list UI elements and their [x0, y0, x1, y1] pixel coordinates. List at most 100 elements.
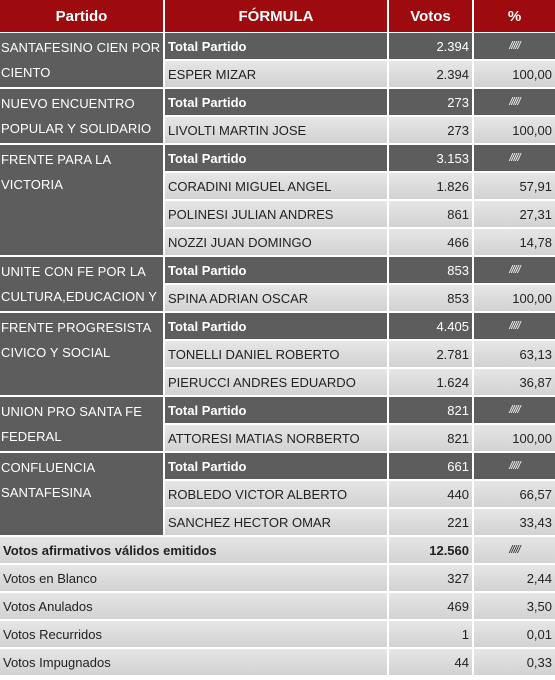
- candidate-votos-text: 466: [447, 234, 469, 250]
- candidate-name-text: POLINESI JULIAN ANDRES: [168, 206, 334, 222]
- summary-votos-text: 1: [461, 626, 469, 642]
- candidate-votos-text: 1.624: [436, 374, 469, 390]
- party-name: SANTAFESINO CIEN POR CIENTO: [0, 33, 163, 87]
- candidate-votos: 440: [389, 481, 472, 507]
- candidate-pct-text: 66,57: [519, 486, 552, 502]
- candidate-votos-text: 861: [447, 206, 469, 222]
- party-name: UNION PRO SANTA FE FEDERAL: [0, 397, 163, 451]
- candidate-votos-text: 273: [447, 122, 469, 138]
- candidate-pct: 27,31: [474, 201, 555, 227]
- candidate-votos: 1.624: [389, 369, 472, 395]
- total-partido-pct-text: /////: [509, 152, 520, 164]
- candidate-name-text: NOZZI JUAN DOMINGO: [168, 234, 312, 250]
- total-partido-pct-text: /////: [509, 40, 520, 52]
- summary-pct: 0,01: [474, 621, 555, 647]
- total-partido-pct: /////: [474, 397, 555, 423]
- summary-votos-text: 44: [454, 654, 469, 670]
- summary-votos: 327: [389, 565, 472, 591]
- summary-pct-text: 3,50: [526, 598, 552, 614]
- candidate-votos: 2.781: [389, 341, 472, 367]
- candidate-name-text: SANCHEZ HECTOR OMAR: [168, 514, 331, 530]
- candidate-votos: 273: [389, 117, 472, 143]
- summary-pct: 0,33: [474, 649, 555, 675]
- total-partido-label-text: Total Partido: [168, 458, 247, 474]
- candidate-votos-text: 821: [447, 430, 469, 446]
- total-partido-pct: /////: [474, 33, 555, 59]
- summary-label: Votos Impugnados: [0, 649, 387, 675]
- candidate-name: PIERUCCI ANDRES EDUARDO: [165, 369, 387, 395]
- candidate-name-text: LIVOLTI MARTIN JOSE: [168, 122, 307, 138]
- total-partido-label-text: Total Partido: [168, 150, 247, 166]
- summary-pct-text: 0,33: [526, 654, 552, 670]
- summary-pct-text: 2,44: [526, 570, 552, 586]
- candidate-name: POLINESI JULIAN ANDRES: [165, 201, 387, 227]
- total-partido-votos: 273: [389, 89, 472, 115]
- candidate-votos-text: 2.394: [436, 66, 469, 82]
- summary-pct-text: 0,01: [526, 626, 552, 642]
- total-partido-pct: /////: [474, 453, 555, 479]
- candidate-pct-text: 33,43: [519, 514, 552, 530]
- summary-label-text: Votos en Blanco: [3, 570, 97, 586]
- total-partido-label: Total Partido: [165, 89, 387, 115]
- candidate-name: SANCHEZ HECTOR OMAR: [165, 509, 387, 535]
- summary-pct-text: /////: [509, 544, 520, 556]
- total-partido-votos-text: 3.153: [436, 150, 469, 166]
- candidate-name-text: PIERUCCI ANDRES EDUARDO: [168, 374, 356, 390]
- candidate-pct-text: 57,91: [519, 178, 552, 194]
- candidate-pct-text: 100,00: [512, 430, 552, 446]
- candidate-name-text: TONELLI DANIEL ROBERTO: [168, 346, 340, 362]
- total-partido-pct-text: /////: [509, 264, 520, 276]
- total-partido-votos-text: 821: [447, 402, 469, 418]
- total-partido-votos: 821: [389, 397, 472, 423]
- party-name: CONFLUENCIA SANTAFESINA: [0, 453, 163, 535]
- party-name: NUEVO ENCUENTRO POPULAR Y SOLIDARIO: [0, 89, 163, 143]
- header-formula: FÓRMULA: [165, 0, 387, 32]
- summary-label: Votos afirmativos válidos emitidos: [0, 537, 387, 563]
- total-partido-label-text: Total Partido: [168, 318, 247, 334]
- candidate-name: ESPER MIZAR: [165, 61, 387, 87]
- candidate-name: ATTORESI MATIAS NORBERTO: [165, 425, 387, 451]
- summary-label: Votos en Blanco: [0, 565, 387, 591]
- header-pct: %: [474, 0, 555, 32]
- candidate-votos-text: 440: [447, 486, 469, 502]
- candidate-pct-text: 100,00: [512, 66, 552, 82]
- summary-votos: 44: [389, 649, 472, 675]
- summary-votos-text: 12.560: [429, 542, 469, 558]
- summary-label-text: Votos Recurridos: [3, 626, 102, 642]
- candidate-name-text: CORADINI MIGUEL ANGEL: [168, 178, 332, 194]
- total-partido-pct: /////: [474, 257, 555, 283]
- candidate-votos: 853: [389, 285, 472, 311]
- candidate-pct-text: 100,00: [512, 290, 552, 306]
- candidate-pct: 63,13: [474, 341, 555, 367]
- party-name: FRENTE PROGRESISTA CIVICO Y SOCIAL: [0, 313, 163, 395]
- candidate-pct: 100,00: [474, 285, 555, 311]
- candidate-name-text: ESPER MIZAR: [168, 66, 257, 82]
- summary-votos: 12.560: [389, 537, 472, 563]
- candidate-pct: 100,00: [474, 425, 555, 451]
- candidate-name: SPINA ADRIAN OSCAR: [165, 285, 387, 311]
- total-partido-label-text: Total Partido: [168, 38, 247, 54]
- total-partido-pct-text: /////: [509, 460, 520, 472]
- candidate-pct-text: 100,00: [512, 122, 552, 138]
- candidate-name: CORADINI MIGUEL ANGEL: [165, 173, 387, 199]
- candidate-pct: 100,00: [474, 117, 555, 143]
- summary-label: Votos Recurridos: [0, 621, 387, 647]
- summary-label-text: Votos Impugnados: [3, 654, 111, 670]
- total-partido-label: Total Partido: [165, 397, 387, 423]
- candidate-name: NOZZI JUAN DOMINGO: [165, 229, 387, 255]
- summary-votos-text: 469: [447, 598, 469, 614]
- total-partido-label-text: Total Partido: [168, 402, 247, 418]
- party-name: FRENTE PARA LA VICTORIA: [0, 145, 163, 255]
- candidate-pct: 66,57: [474, 481, 555, 507]
- candidate-name: ROBLEDO VICTOR ALBERTO: [165, 481, 387, 507]
- candidate-votos-text: 853: [447, 290, 469, 306]
- total-partido-label: Total Partido: [165, 257, 387, 283]
- candidate-pct-text: 63,13: [519, 346, 552, 362]
- summary-pct: 3,50: [474, 593, 555, 619]
- total-partido-pct: /////: [474, 145, 555, 171]
- total-partido-votos-text: 273: [447, 94, 469, 110]
- candidate-votos: 1.826: [389, 173, 472, 199]
- total-partido-votos-text: 4.405: [436, 318, 469, 334]
- candidate-name-text: ATTORESI MATIAS NORBERTO: [168, 430, 360, 446]
